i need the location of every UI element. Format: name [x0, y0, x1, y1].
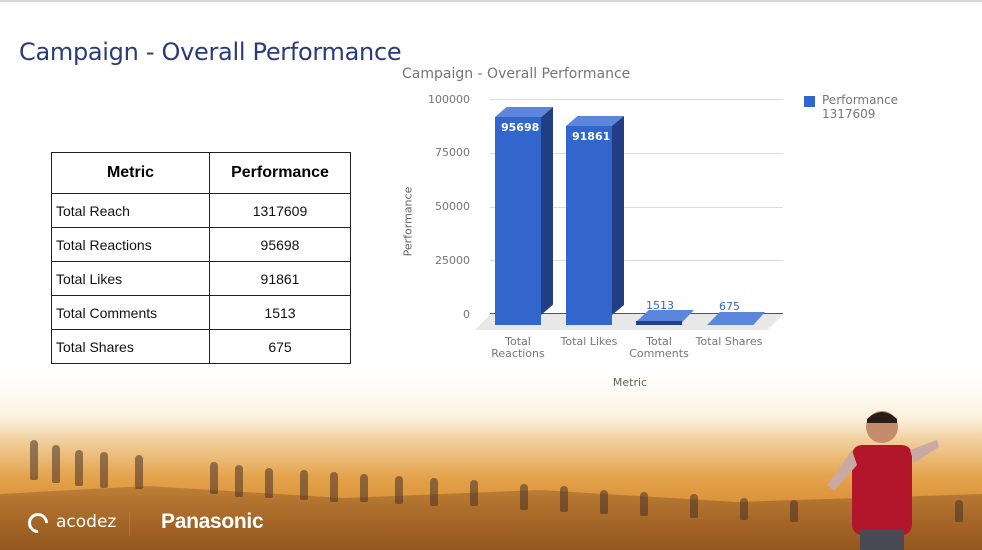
person-photo — [827, 411, 939, 550]
bar-total-reactions[interactable]: 95698 — [495, 107, 553, 325]
gridline — [490, 207, 783, 208]
acodez-logo: acodez — [56, 512, 117, 532]
y-tick: 75000 — [435, 146, 470, 159]
y-axis-label: Performance — [401, 186, 415, 257]
value-cell: 91861 — [209, 261, 351, 296]
scene-fade — [0, 360, 982, 440]
legend-text: Performance 1317609 — [822, 93, 899, 121]
slide-title: Campaign - Overall Performance — [19, 38, 402, 67]
table-row: Total Likes 91861 — [51, 261, 351, 296]
y-tick: 100000 — [428, 93, 470, 106]
metric-cell: Total Comments — [51, 295, 210, 330]
gridline — [490, 153, 783, 154]
bar-chart: Campaign - Overall Performance 100000 75… — [395, 60, 955, 400]
logo-divider — [129, 512, 130, 536]
data-label: 1513 — [646, 299, 674, 312]
value-cell: 1317609 — [209, 193, 351, 228]
gridline — [490, 260, 783, 261]
y-tick: 0 — [463, 308, 470, 321]
x-tick: Total Likes — [560, 335, 618, 348]
table-row: Total Comments 1513 — [51, 295, 351, 330]
bar-total-likes[interactable]: 91861 — [566, 116, 624, 325]
chart-title: Campaign - Overall Performance — [402, 66, 631, 82]
data-label: 675 — [719, 300, 740, 313]
metric-cell: Total Reach — [51, 193, 210, 228]
table-row: Total Reactions 95698 — [51, 227, 351, 262]
gridline — [490, 99, 783, 100]
legend-swatch — [804, 96, 815, 107]
bar-total-shares[interactable] — [707, 312, 765, 326]
header-metric: Metric — [51, 152, 210, 194]
value-cell: 1513 — [209, 295, 351, 330]
x-tick: Total Shares — [695, 335, 763, 348]
y-tick: 50000 — [435, 200, 470, 213]
x-axis-label: Metric — [612, 376, 648, 389]
table-row: Total Shares 675 — [51, 329, 351, 364]
chart-floor — [475, 314, 783, 330]
data-label: 91861 — [572, 130, 611, 143]
y-tick: 25000 — [435, 254, 470, 267]
metric-cell: Total Likes — [51, 261, 210, 296]
metric-cell: Total Reactions — [51, 227, 210, 262]
value-cell: 95698 — [209, 227, 351, 262]
baseline — [490, 313, 783, 314]
header-performance: Performance — [209, 152, 351, 194]
metrics-table: Metric Performance Total Reach 1317609 T… — [51, 152, 351, 364]
bar-total-comments[interactable] — [636, 310, 694, 326]
panasonic-logo: Panasonic — [161, 510, 264, 533]
x-tick: Total Reactions — [491, 335, 545, 360]
data-label: 95698 — [501, 121, 540, 134]
metric-cell: Total Shares — [51, 329, 210, 364]
top-border — [0, 0, 982, 2]
table-header-row: Metric Performance — [51, 152, 351, 194]
value-cell: 675 — [209, 329, 351, 364]
x-tick: Total Comments — [629, 335, 689, 360]
table-row: Total Reach 1317609 — [51, 193, 351, 228]
